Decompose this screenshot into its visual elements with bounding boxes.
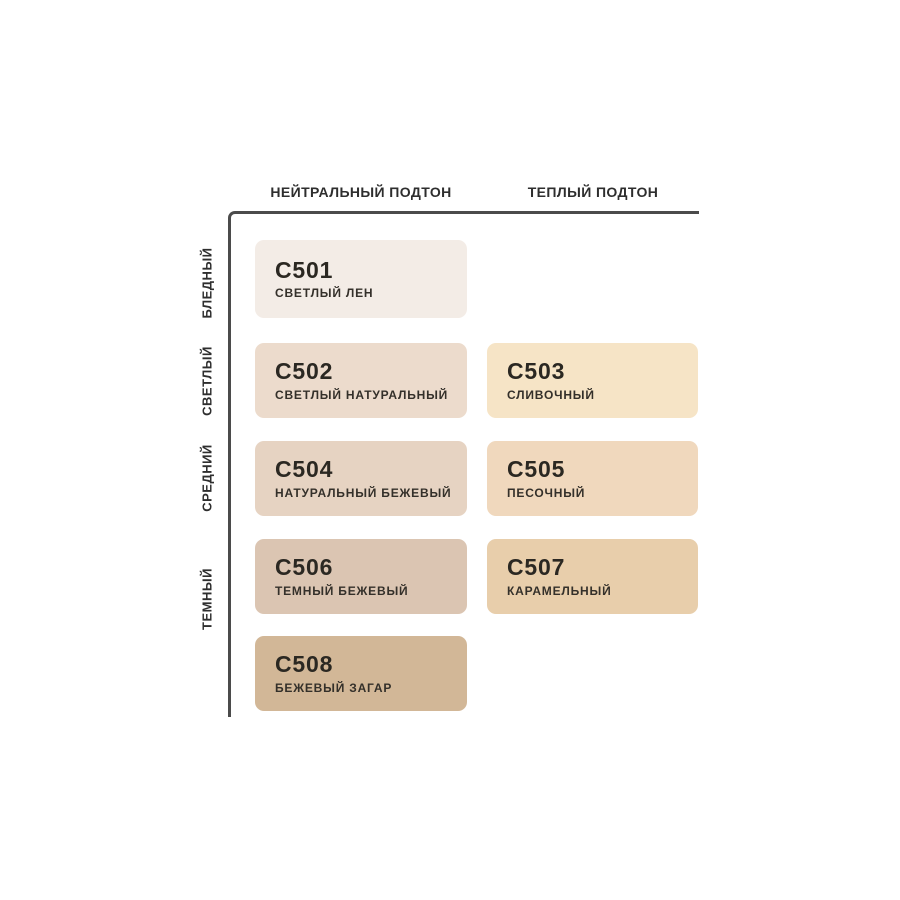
swatch-c503: C503 СЛИВОЧНЫЙ [487,343,698,418]
row-label-pale: БЛЕДНЫЙ [199,247,215,319]
shade-code: C508 [275,651,334,678]
shade-name: СЛИВОЧНЫЙ [507,387,595,402]
shade-name: СВЕТЛЫЙ НАТУРАЛЬНЫЙ [275,387,449,402]
shade-name: ТЕМНЫЙ БЕЖЕВЫЙ [275,583,409,598]
row-label-dark: ТЕМНЫЙ [199,568,215,630]
swatch-c504: C504 НАТУРАЛЬНЫЙ БЕЖЕВЫЙ [255,441,467,516]
shade-code: C501 [275,256,334,283]
row-label-medium: СРЕДНИЙ [199,444,215,512]
shade-code: C505 [507,456,566,483]
shade-code: C503 [507,358,566,385]
swatch-c505: C505 ПЕСОЧНЫЙ [487,441,698,516]
shade-name: КАРАМЕЛЬНЫЙ [507,583,612,598]
swatch-c507: C507 КАРАМЕЛЬНЫЙ [487,539,698,614]
swatch-c508: C508 БЕЖЕВЫЙ ЗАГАР [255,636,467,711]
shade-name: НАТУРАЛЬНЫЙ БЕЖЕВЫЙ [275,485,452,500]
row-label-light: СВЕТЛЫЙ [199,346,215,416]
swatch-c506: C506 ТЕМНЫЙ БЕЖЕВЫЙ [255,539,467,614]
swatch-c502: C502 СВЕТЛЫЙ НАТУРАЛЬНЫЙ [255,343,467,418]
axis-frame [228,211,699,717]
column-header-warm-undertone: ТЕПЛЫЙ ПОДТОН [527,184,659,200]
shade-code: C506 [275,554,334,581]
column-header-neutral-undertone: НЕЙТРАЛЬНЫЙ ПОДТОН [270,184,452,200]
swatch-c501: C501 СВЕТЛЫЙ ЛЕН [255,240,467,318]
shade-name: СВЕТЛЫЙ ЛЕН [275,286,374,301]
shade-code: C502 [275,358,334,385]
shade-code: C504 [275,456,334,483]
shade-code: C507 [507,554,566,581]
shade-name: БЕЖЕВЫЙ ЗАГАР [275,680,393,695]
shade-name: ПЕСОЧНЫЙ [507,485,586,500]
